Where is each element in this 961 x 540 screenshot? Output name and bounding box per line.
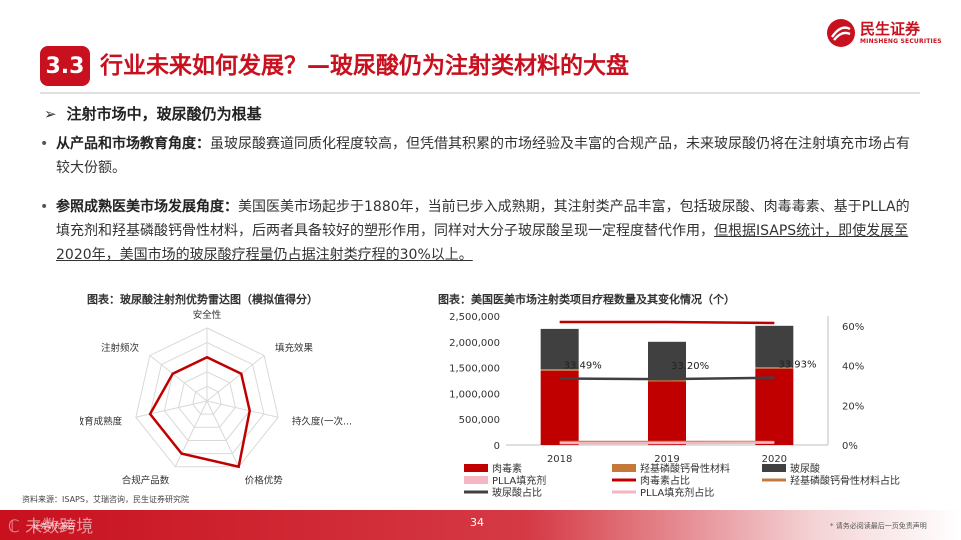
radar-axis-label: 安全性 — [193, 309, 222, 321]
legend-label: 玻尿酸 — [790, 462, 820, 475]
bar-segment — [648, 379, 686, 382]
bar-segment — [540, 328, 579, 370]
legend-label: 肉毒素占比 — [640, 474, 690, 487]
data-label: 33.20% — [671, 361, 709, 372]
bar-segment — [648, 341, 686, 380]
logo-en: MINSHENG SECURITIES — [860, 38, 942, 45]
disclaimer: * 请务必阅读最后一页免责声明 — [830, 522, 927, 530]
y2-tick-label: 0% — [842, 441, 858, 452]
bullet-dot-icon: • — [40, 136, 49, 152]
subheading: ➢ 注射市场中，玻尿酸仍为根基 — [44, 103, 262, 124]
legend-label: PLLA填充剂占比 — [640, 486, 714, 499]
legend-label: 羟基磷酸钙骨性材料占比 — [790, 474, 900, 487]
radar-spoke — [206, 400, 240, 467]
legend-swatch — [464, 464, 488, 472]
radar-axis-label: 合规产品数 — [122, 474, 170, 486]
x-tick-label: 2020 — [762, 454, 787, 465]
radar-axis-label: 价格优势 — [245, 474, 284, 486]
legend-label: PLLA填充剂 — [492, 474, 546, 487]
radar-axis-label: 填充效果 — [275, 342, 314, 354]
minsheng-logo-icon — [827, 19, 855, 47]
y2-tick-label: 60% — [842, 322, 864, 333]
section-number-badge: 3.3 — [40, 46, 90, 86]
radar-spoke — [149, 355, 208, 402]
bar-chart-title: 图表：美国医美市场注射类项目疗程数量及其变化情况（个） — [438, 293, 735, 306]
radar-axis-label: 注射频次 — [101, 342, 140, 354]
radar-chart-title: 图表：玻尿酸注射剂优势雷达图（模拟值得分） — [87, 293, 318, 306]
subheading-text: 注射市场中，玻尿酸仍为根基 — [66, 105, 262, 123]
bar-segment — [755, 368, 794, 445]
radar-spoke — [135, 400, 208, 418]
bullet-mature-market: • 参照成熟医美市场发展角度：美国医美市场起步于1880年，当前已步入成熟期，其… — [40, 195, 920, 267]
legend-swatch — [612, 464, 636, 472]
source-note: 资料来源：ISAPS，艾瑞咨询，民生证券研究院 — [22, 495, 189, 504]
watermark-text: ℂ 未数跨境 — [8, 517, 94, 537]
legend-swatch — [762, 464, 786, 472]
legend-label: 玻尿酸占比 — [492, 486, 542, 499]
y-tick-label: 500,000 — [459, 415, 500, 426]
legend-label: 肉毒素 — [492, 462, 522, 475]
y-tick-label: 0 — [494, 441, 500, 452]
bullet-underlined-text: 但根据ISAPS统计，即使发展至2020年，美国市场的玻尿酸疗程量仍占据注射类疗… — [56, 223, 909, 263]
bullet-dot-icon: • — [40, 199, 49, 215]
y-tick-label: 1,000,000 — [449, 389, 500, 400]
bar-segment — [755, 367, 794, 369]
bar-segment — [540, 370, 579, 445]
y-tick-label: 2,000,000 — [449, 338, 500, 349]
radar-grid-ring — [177, 371, 237, 428]
page-title: 行业未来如何发展？—玻尿酸仍为注射类材料的大盘 — [100, 53, 629, 79]
line-series — [559, 376, 775, 381]
bar-segment — [540, 369, 579, 371]
radar-axis-label: 教育成熟度 — [80, 415, 123, 427]
x-tick-label: 2018 — [547, 454, 572, 465]
bullet-product-market: • 从产品和市场教育角度：虽玻尿酸赛道同质化程度较高，但凭借其积累的市场经验及丰… — [40, 132, 920, 180]
y2-tick-label: 40% — [842, 362, 864, 373]
radar-grid-ring — [135, 327, 279, 468]
bullet-label: 从产品和市场教育角度： — [56, 136, 210, 152]
radar-grid-ring — [192, 385, 222, 415]
radar-spoke — [174, 400, 208, 467]
brand-logo: 民生证券 MINSHENG SECURITIES — [826, 16, 942, 52]
y-tick-label: 2,500,000 — [449, 312, 500, 323]
bullet-label: 参照成熟医美市场发展角度： — [56, 199, 238, 215]
data-label: 33.49% — [564, 361, 602, 372]
line-series — [559, 320, 775, 325]
logo-cn: 民生证券 — [860, 20, 921, 38]
legend-swatch — [464, 476, 488, 484]
footer-bar — [0, 510, 961, 540]
report-type-label: 证券研究报告 — [33, 522, 75, 530]
radar-spoke — [206, 400, 279, 418]
title-divider — [40, 92, 920, 94]
legend-label: 羟基磷酸钙骨性材料 — [640, 462, 730, 475]
bullet-text: 虽玻尿酸赛道同质化程度较高，但凭借其积累的市场经验及丰富的合规产品，未来玻尿酸仍… — [56, 136, 910, 176]
bullet-text: 美国医美市场起步于1880年，当前已步入成熟期，其注射类产品丰富，包括玻尿酸、肉… — [56, 199, 910, 239]
bar-segment — [755, 325, 794, 368]
radar-spoke — [206, 355, 265, 402]
arrow-bullet-icon: ➢ — [44, 105, 57, 123]
x-tick-label: 2019 — [654, 454, 679, 465]
y2-tick-label: 20% — [842, 401, 864, 412]
y-tick-label: 1,500,000 — [449, 364, 500, 375]
radar-grid-ring — [149, 342, 265, 455]
bar-segment — [648, 381, 686, 445]
radar-axis-label: 持久度(一次... — [292, 415, 352, 427]
radar-series — [148, 355, 251, 469]
bar-chart: 2,500,000 2,000,000 1,500,000 1,000,000 500,… — [449, 312, 900, 499]
page-number: 34 — [470, 516, 484, 529]
data-label: 33.93% — [778, 360, 816, 371]
